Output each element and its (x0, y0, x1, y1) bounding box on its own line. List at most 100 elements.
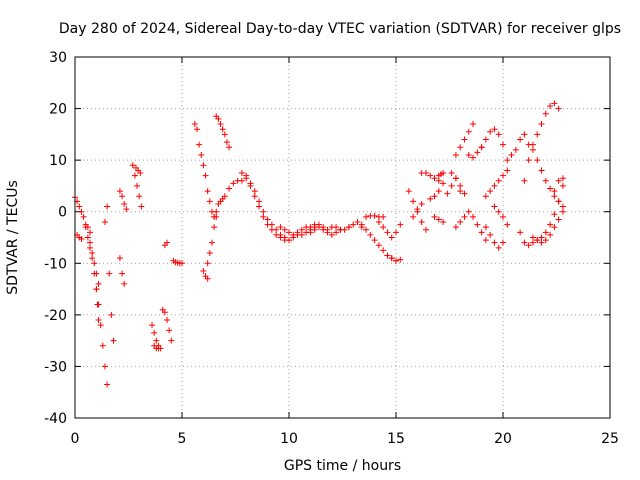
data-point (410, 198, 417, 205)
data-point (500, 141, 506, 148)
data-point (202, 172, 209, 179)
data-point (101, 219, 108, 226)
data-point (500, 213, 506, 220)
data-point (155, 345, 162, 352)
series-arc-18 (204, 213, 220, 267)
data-point (542, 110, 549, 117)
data-point (298, 231, 305, 238)
series-arc-9 (129, 162, 145, 210)
data-point (256, 198, 263, 205)
series-arc-41 (452, 121, 477, 158)
data-point (238, 177, 245, 184)
data-point (555, 216, 562, 223)
data-point (268, 221, 275, 228)
data-point (435, 177, 442, 184)
series-arc-4 (86, 239, 102, 287)
data-point (106, 270, 113, 277)
data-point (431, 175, 438, 182)
data-point (211, 213, 218, 220)
data-point (345, 224, 352, 231)
series-arc-35 (427, 180, 447, 202)
data-point (538, 234, 545, 241)
series-arc-16 (191, 121, 218, 220)
data-point (508, 151, 515, 158)
data-point (211, 224, 218, 231)
data-point (219, 126, 226, 133)
data-point (251, 193, 258, 200)
data-point (217, 121, 224, 128)
data-point (422, 170, 429, 177)
series-arc-39 (448, 170, 468, 197)
data-point (547, 102, 554, 109)
data-point (281, 234, 288, 241)
data-point (500, 172, 506, 179)
data-point (221, 131, 228, 138)
y-tick-label: 30 (49, 50, 67, 66)
series-arc-34 (418, 170, 442, 184)
data-point (521, 131, 528, 138)
data-point (350, 221, 357, 228)
series-arc-46 (482, 224, 506, 251)
data-point (213, 208, 220, 215)
series-arc-19 (211, 195, 226, 220)
data-point (495, 208, 502, 215)
data-point (320, 224, 327, 231)
data-point (478, 229, 485, 236)
series-arc-30 (375, 219, 404, 241)
data-point (380, 224, 387, 231)
x-tick-label: 0 (71, 431, 80, 447)
data-point (465, 128, 472, 135)
data-point (474, 149, 481, 156)
data-point (474, 221, 481, 228)
data-point (465, 208, 472, 215)
data-point (273, 226, 280, 233)
series-arc-23 (277, 224, 314, 238)
data-point (86, 239, 93, 246)
data-point (461, 213, 468, 220)
data-point (405, 188, 412, 195)
series-arc-7 (116, 255, 128, 287)
series-arc-12 (151, 342, 162, 352)
data-point (164, 317, 171, 324)
series-arc-51 (551, 175, 566, 195)
data-point (204, 260, 211, 267)
data-point (482, 224, 489, 231)
data-point (491, 203, 498, 210)
data-point (136, 193, 143, 200)
data-point (315, 221, 322, 228)
data-point (123, 206, 130, 213)
series-arc-44 (482, 167, 511, 200)
data-point (440, 170, 447, 177)
data-point (538, 121, 545, 128)
data-point (482, 237, 489, 244)
data-point (542, 229, 549, 236)
data-point (354, 219, 361, 226)
data-point (525, 157, 532, 164)
data-point (427, 172, 434, 179)
y-tick-label: 20 (49, 102, 67, 118)
series-arc-5 (93, 286, 111, 388)
data-point (418, 200, 425, 207)
series-arc-47 (504, 131, 566, 210)
data-point (243, 172, 250, 179)
data-point (256, 203, 263, 210)
data-point (457, 188, 464, 195)
data-point (89, 249, 96, 256)
y-tick-label: -10 (44, 256, 67, 272)
data-point (380, 247, 387, 254)
data-point (86, 229, 93, 236)
data-point (448, 182, 455, 189)
data-point (418, 219, 425, 226)
series-arc-15 (170, 257, 185, 267)
data-point (393, 257, 399, 264)
data-point (97, 322, 104, 329)
y-tick-label: -40 (44, 411, 67, 427)
series-arc-13 (159, 306, 175, 344)
data-point (491, 239, 498, 246)
data-point (555, 177, 562, 184)
data-point (551, 211, 558, 218)
data-point (397, 221, 404, 228)
data-point (487, 231, 494, 238)
data-point (431, 193, 438, 200)
series-arc-2 (74, 231, 85, 243)
